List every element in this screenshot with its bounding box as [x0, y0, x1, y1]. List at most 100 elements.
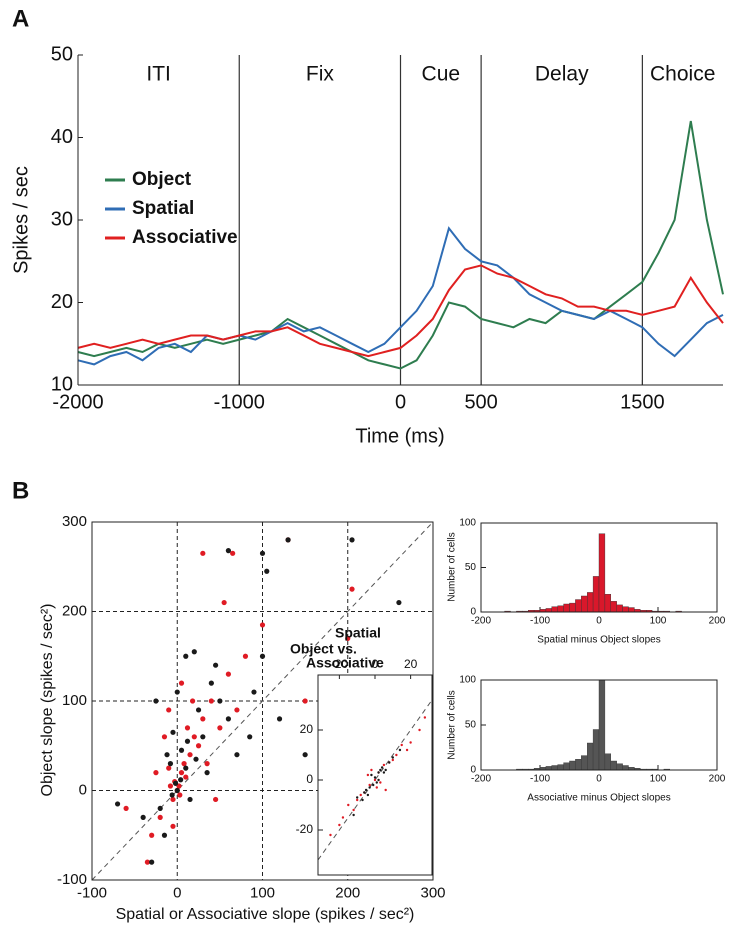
scatter-point [338, 823, 341, 827]
x-tick-label: 0 [596, 774, 602, 785]
scatter-point [285, 537, 291, 543]
line-series [77, 226, 724, 366]
scatter-point [184, 725, 191, 731]
scatter-point [341, 816, 345, 819]
scatter-point [177, 792, 183, 798]
line-series [77, 264, 724, 358]
x-tick-label: 0 [372, 657, 379, 671]
scatter-point [195, 707, 202, 713]
legend-label: Object [132, 169, 192, 190]
scatter-point [166, 765, 172, 771]
histogram-bar [592, 576, 600, 613]
scatter-point [200, 716, 206, 722]
scatter-point [193, 756, 199, 762]
histogram-bar [551, 765, 558, 771]
scatter-point [355, 796, 359, 799]
scatter-point [169, 792, 175, 798]
histogram-bar [545, 608, 553, 613]
histogram-bar [610, 760, 617, 771]
scatter-point [361, 798, 364, 802]
x-tick-label: -200 [471, 774, 491, 785]
scatter-point [352, 813, 355, 817]
scatter-point [396, 599, 402, 606]
scatter-point [395, 753, 398, 757]
x-tick-label: -100 [530, 774, 550, 785]
scatter-point [259, 622, 266, 628]
scatter-point [183, 774, 189, 780]
x-tick-label: -100 [77, 884, 107, 901]
scatter-point [200, 734, 206, 740]
y-tick-label: 50 [51, 43, 73, 65]
scatter-point [178, 747, 185, 753]
scatter-point [373, 776, 377, 779]
x-tick-label: 100 [650, 616, 667, 627]
scatter-point [166, 707, 172, 713]
scatter-point [391, 758, 395, 762]
scatter-point [172, 780, 179, 786]
scatter-point [157, 805, 163, 812]
scatter-point [384, 768, 387, 772]
frame [317, 674, 433, 876]
scatter-point [375, 781, 378, 784]
diagonal-line [317, 699, 433, 861]
epoch-label: ITI [146, 63, 171, 86]
scatter-point [409, 741, 412, 744]
y-tick-label: 0 [306, 772, 313, 786]
scatter-point [161, 734, 168, 740]
scatter-point [144, 859, 151, 865]
scatter-point [382, 763, 386, 767]
scatter-point [208, 680, 214, 686]
scatter-point [204, 761, 210, 767]
legend-title: Object vs. [290, 641, 357, 657]
y-tick-label: 0 [470, 607, 476, 618]
histogram-bar [587, 742, 594, 771]
scatter-point [221, 599, 227, 606]
scatter-point [225, 548, 231, 554]
histogram-bar [581, 595, 588, 613]
scatter-point [170, 729, 176, 735]
scatter-point [345, 635, 351, 641]
scatter-point [204, 770, 210, 776]
scatter-point [400, 743, 403, 747]
legend-label: Spatial [132, 198, 194, 219]
scatter-point [170, 796, 176, 803]
scatter-point [259, 550, 266, 556]
scatter-point [174, 787, 180, 794]
scatter-point [149, 859, 155, 865]
epoch-label: Choice [650, 63, 715, 86]
scatter-point [208, 698, 214, 704]
frame [480, 679, 718, 771]
y-tick-label: 30 [51, 208, 73, 230]
scatter-point [355, 798, 359, 802]
histogram-bar [598, 533, 606, 613]
y-axis-label: Object slope (spikes / sec²) [39, 604, 56, 797]
scatter-point [183, 653, 189, 659]
scatter-point [187, 752, 193, 758]
x-tick-label: 0 [596, 616, 602, 627]
scatter-point [167, 783, 174, 789]
scatter-point [153, 770, 159, 776]
histogram-bar [575, 759, 582, 771]
scatter-point [157, 814, 163, 820]
scatter-point [217, 698, 223, 704]
scatter-point [398, 748, 402, 752]
histogram-bar [569, 602, 576, 613]
x-tick-label: 0 [395, 391, 406, 413]
legend-label: Spatial [335, 625, 381, 641]
scatter-point [405, 748, 409, 752]
x-tick-label: -1000 [214, 391, 265, 413]
x-axis-label: Spatial or Associative slope (spikes / s… [116, 906, 415, 923]
diagonal-line [91, 521, 434, 881]
scatter-point [178, 777, 184, 783]
x-tick-label: -2000 [52, 391, 103, 413]
scatter-point [349, 586, 355, 592]
histogram-bar [587, 592, 594, 613]
x-tick-label: 1500 [620, 391, 665, 413]
y-tick-label: -20 [296, 822, 314, 836]
x-axis-label: Associative minus Object slopes [527, 793, 670, 804]
scatter-point [153, 698, 159, 704]
x-tick-label: 100 [650, 774, 667, 785]
x-tick-label: 200 [709, 774, 726, 785]
